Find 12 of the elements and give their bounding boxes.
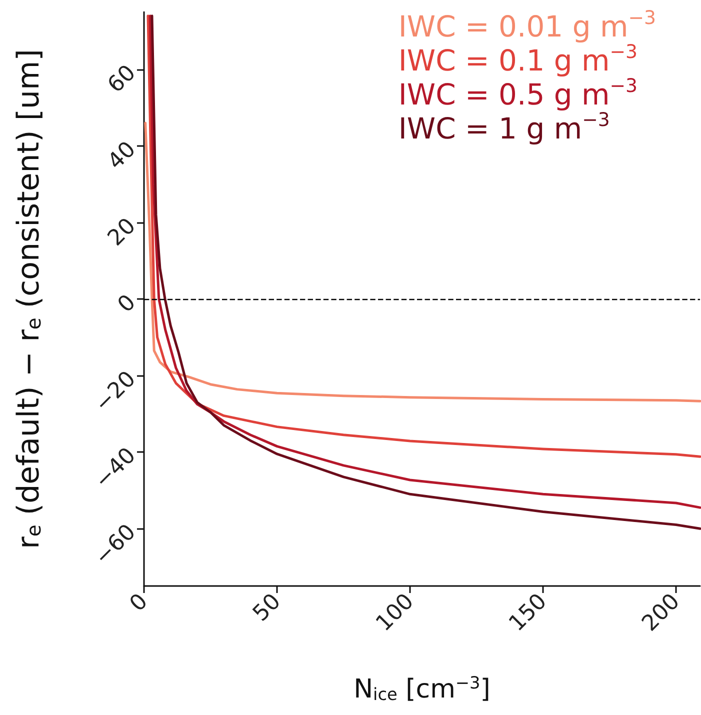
- x-tick-label: 100: [372, 589, 419, 637]
- x-tick-label: 50: [248, 589, 286, 627]
- y-tick-label: 20: [103, 214, 141, 252]
- x-tick-label: 200: [638, 589, 685, 637]
- y-tick-label: −20: [90, 366, 141, 418]
- y-tick-label: 40: [103, 137, 141, 175]
- x-tick-label: 150: [504, 589, 552, 637]
- y-tick-label: 0: [113, 290, 141, 318]
- y-tick-label: −40: [90, 443, 141, 494]
- y-tick-label: 60: [103, 60, 141, 98]
- y-tick-label: −60: [90, 520, 141, 570]
- y-axis-title: re (default) − re (consistent) [um]: [11, 49, 46, 549]
